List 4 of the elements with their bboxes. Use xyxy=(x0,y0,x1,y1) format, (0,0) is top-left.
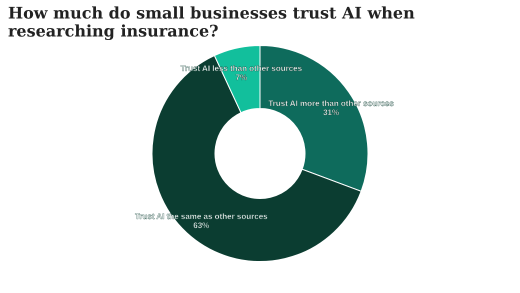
data-label: 31% xyxy=(323,108,340,118)
chart-title: How much do small businesses trust AI when researching insurance? xyxy=(8,4,416,40)
data-label: 7% xyxy=(236,73,248,82)
data-label: 63% xyxy=(193,220,210,230)
